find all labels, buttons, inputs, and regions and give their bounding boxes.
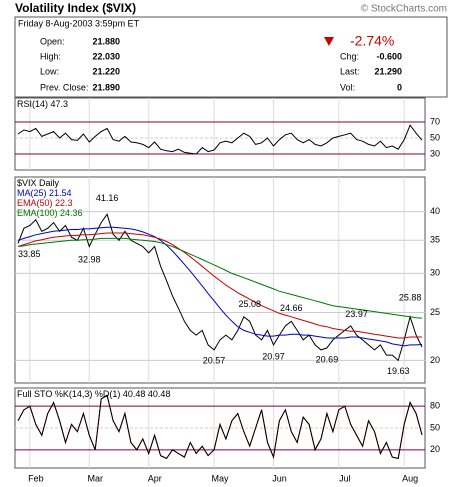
last-value: 40.48 [148, 389, 171, 399]
legend-value: 22.3 [55, 198, 73, 208]
y-tick-label: 70 [430, 116, 440, 126]
legend-value: 21.54 [49, 188, 72, 198]
panel-title-text: $VIX Daily [17, 178, 60, 188]
y-tick-label: 40 [430, 206, 440, 216]
price-annotation: 20.97 [262, 352, 285, 362]
x-tick-label: Aug [402, 473, 418, 483]
panel-title: $VIX Daily [17, 178, 60, 188]
x-tick-label: May [212, 473, 230, 483]
quote-value: 22.030 [92, 51, 120, 61]
price-annotation: 25.08 [238, 299, 261, 309]
price-annotation: 41.16 [96, 193, 119, 203]
quote-label: Prev. Close: [40, 82, 88, 92]
legend-entry: MA(25) 21.54 [17, 188, 72, 198]
legend-entry: EMA(100) 24.36 [17, 208, 83, 218]
legend-name: EMA(50) [17, 198, 53, 208]
y-tick-label: 30 [430, 148, 440, 158]
y-tick-label: 25 [430, 307, 440, 317]
x-tick-label: Jul [339, 473, 351, 483]
price-annotation: 20.69 [316, 354, 339, 364]
series-line [17, 232, 422, 339]
quote-value: 21.220 [92, 66, 120, 76]
y-tick-label: 20 [430, 355, 440, 365]
legend-value: 24.36 [60, 208, 83, 218]
x-tick-label: Jun [272, 473, 287, 483]
y-tick-label: 35 [430, 235, 440, 245]
panel-title: Full STO %K(14,3) %D(1) 40.48 40.48 [17, 389, 170, 399]
series-line [17, 394, 423, 460]
quote-value: -0.600 [376, 51, 402, 61]
panel-title-text: RSI(14) [17, 99, 48, 109]
y-tick-label: 80 [430, 401, 440, 411]
quote-date: Friday 8-Aug-2003 3:59pm ET [18, 18, 140, 28]
y-tick-label: 50 [430, 132, 440, 142]
price-annotation: 33.85 [18, 249, 41, 259]
quote-value: 0 [397, 82, 402, 92]
change-percent: -2.74% [350, 33, 394, 49]
legend-name: EMA(100) [17, 208, 58, 218]
quote-value: 21.880 [92, 36, 120, 46]
price-line [17, 124, 423, 155]
y-tick-label: 50 [430, 422, 440, 432]
panel-title: RSI(14) 47.3 [17, 99, 68, 109]
price-annotation: 23.97 [345, 309, 368, 319]
price-annotation: 32.98 [78, 254, 101, 264]
x-tick-label: Feb [28, 473, 44, 483]
price-annotation: 25.88 [399, 292, 422, 302]
series-line [17, 226, 423, 347]
quote-label: Last: [340, 66, 360, 76]
price-annotation: 19.63 [387, 366, 410, 376]
x-tick-label: Mar [88, 473, 104, 483]
last-value: 40.48 [123, 389, 146, 399]
y-tick-label: 20 [430, 444, 440, 454]
down-arrow [324, 37, 334, 46]
y-tick-label: 30 [430, 268, 440, 278]
legend-name: MA(25) [17, 188, 47, 198]
series-line [17, 237, 423, 319]
panel-title-text: Full STO %K(14,3) %D(1) [17, 389, 120, 399]
price-annotation: 24.66 [280, 303, 303, 313]
last-value: 47.3 [51, 99, 69, 109]
price-annotation: 20.57 [203, 356, 226, 366]
quote-label: Chg: [340, 51, 359, 61]
legend-entry: EMA(50) 22.3 [17, 198, 73, 208]
panel-frame [14, 97, 426, 171]
quote-label: Open: [40, 36, 65, 46]
quote-label: High: [40, 51, 61, 61]
quote-label: Low: [40, 66, 59, 76]
quote-box [14, 16, 448, 98]
quote-value: 21.290 [374, 66, 402, 76]
x-tick-label: Apr [148, 473, 162, 483]
credit: © StockCharts.com [361, 4, 447, 15]
quote-value: 21.890 [92, 82, 120, 92]
page-title: Volatility Index ($VIX) [15, 1, 136, 15]
quote-label: Vol: [340, 82, 355, 92]
